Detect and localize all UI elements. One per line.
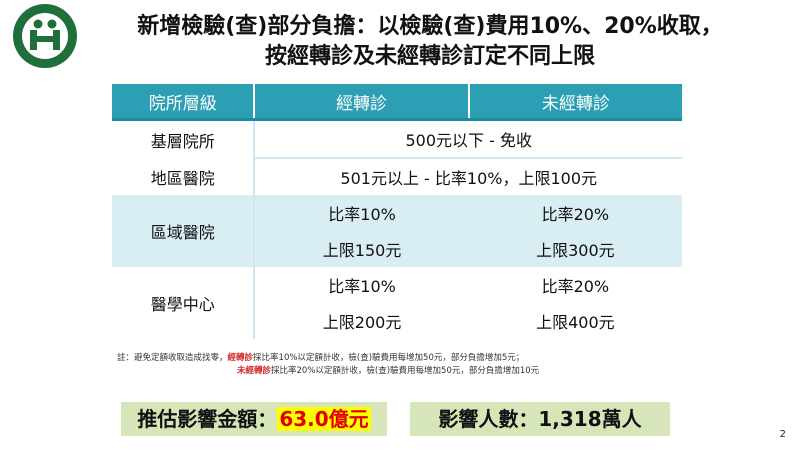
footnote-non-referred-label: 未經轉診 <box>237 366 272 376</box>
center-nonref-rate: 比率20% <box>468 267 682 303</box>
level-primary: 基層院所 <box>112 119 255 158</box>
regional-ref-cap: 上限150元 <box>253 231 469 267</box>
center-ref-rate: 比率10% <box>253 267 469 303</box>
footnote-line-2-text: 採比率20%以定額計收，檢(查)驗費用每增加50元，部分負擔增加10元 <box>271 366 540 376</box>
center-nonref-cap: 上限400元 <box>468 303 682 339</box>
slide-title: 新增檢驗(查)部分負擔：以檢驗(查)費用10%、20%收取， 按經轉診及未經轉診… <box>80 12 780 72</box>
table-row: 基層院所 500元以下 - 免收 <box>112 119 682 159</box>
footnote-line-1: 註：避免定額收取造成找零，經轉診採比率10%以定額計收，檢(查)驗費用每增加50… <box>117 352 539 365</box>
table-row: 區域醫院 比率10% 比率20% <box>112 195 682 267</box>
title-line-2: 按經轉診及未經轉診訂定不同上限 <box>264 44 595 69</box>
page-number: 2 <box>779 429 786 440</box>
level-regional: 區域醫院 <box>112 195 255 267</box>
nhi-logo <box>13 4 77 68</box>
estimated-impact-value: 63.0億元 <box>277 407 371 431</box>
affected-people-box: 影響人數：1,318萬人 <box>410 402 670 436</box>
footnote-line-2: 未經轉診採比率20%以定額計收，檢(查)驗費用每增加50元，部分負擔增加10元 <box>117 365 539 378</box>
title-line-1: 新增檢驗(查)部分負擔：以檢驗(查)費用10%、20%收取， <box>137 14 723 39</box>
table-row: 上限200元 上限400元 <box>112 303 682 339</box>
footnote-line-1-text: 採比率10%以定額計收，檢(查)驗費用每增加50元，部分負擔增加5元； <box>253 353 525 363</box>
regional-nonref-cap: 上限300元 <box>468 231 682 267</box>
regional-ref-rate: 比率10% <box>253 195 469 231</box>
level-district: 地區醫院 <box>112 158 255 195</box>
header-level: 院所層級 <box>112 84 256 121</box>
regional-nonref-rate: 比率20% <box>468 195 682 231</box>
footnote-referred-label: 經轉診 <box>227 353 254 363</box>
table-header-row: 院所層級 經轉診 未經轉診 <box>112 84 682 121</box>
center-ref-cap: 上限200元 <box>253 303 469 339</box>
merged-cell-rate: 501元以上 - 比率10%，上限100元 <box>253 158 682 195</box>
footnote-prefix: 註：避免定額收取造成找零， <box>117 353 228 363</box>
footnote: 註：避免定額收取造成找零，經轉診採比率10%以定額計收，檢(查)驗費用每增加50… <box>117 352 539 378</box>
level-medical-center: 醫學中心 <box>112 267 255 339</box>
estimated-impact-box: 推估影響金額： 63.0億元 <box>121 402 387 436</box>
table-row: 醫學中心 比率10% 比率20% <box>112 267 682 339</box>
merged-cell-free: 500元以下 - 免收 <box>253 119 682 159</box>
header-referred: 經轉診 <box>254 84 470 121</box>
estimated-impact-label: 推估影響金額： <box>137 407 278 431</box>
affected-people-text: 影響人數：1,318萬人 <box>438 407 642 431</box>
header-non-referred: 未經轉診 <box>468 84 682 121</box>
copayment-table: 院所層級 經轉診 未經轉診 基層院所 500元以下 - 免收 地區醫院 501元… <box>112 84 682 339</box>
table-row: 地區醫院 501元以上 - 比率10%，上限100元 <box>112 158 682 195</box>
table-row: 上限150元 上限300元 <box>112 231 682 267</box>
